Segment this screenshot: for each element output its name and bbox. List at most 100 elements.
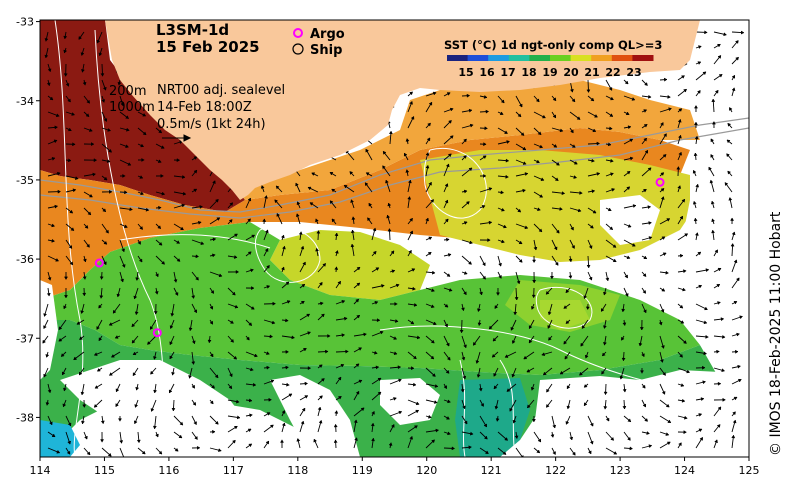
- current-vector-head: [334, 410, 339, 414]
- current-vector-head: [98, 52, 103, 57]
- current-vector-head: [247, 197, 252, 202]
- current-vector-head: [547, 311, 552, 316]
- current-vector-head: [76, 321, 81, 325]
- current-vector-head: [601, 352, 606, 357]
- current-vector-head: [142, 112, 147, 117]
- current-vector-head: [63, 295, 68, 299]
- current-vector-head: [99, 295, 104, 299]
- map-plot-area: [40, 20, 749, 457]
- current-vector-head: [212, 180, 216, 185]
- current-vector-head: [605, 417, 610, 422]
- current-vector-head: [145, 207, 150, 212]
- current-vector-head: [174, 292, 179, 296]
- current-vector-head: [209, 305, 214, 310]
- current-vector-head: [78, 371, 83, 376]
- current-vector-head: [93, 403, 98, 408]
- current-vector-head: [680, 383, 685, 387]
- current-vector-head: [580, 342, 585, 347]
- current-vector-head: [601, 370, 605, 375]
- current-vector-head: [63, 35, 68, 40]
- colorbar-segment: [508, 55, 530, 61]
- current-vector-head: [313, 438, 318, 443]
- current-vector-head: [565, 320, 570, 324]
- current-vector-head: [677, 185, 682, 189]
- current-vector-head: [589, 224, 594, 229]
- map-title-date: 15 Feb 2025: [156, 38, 260, 56]
- current-vector-head: [301, 407, 306, 412]
- x-tick-label: 114: [30, 464, 51, 477]
- current-vector-head: [475, 360, 480, 364]
- current-vector-head: [659, 359, 664, 363]
- current-vector-head: [610, 172, 614, 177]
- current-vector-head: [538, 228, 543, 233]
- current-vector-head: [720, 317, 725, 322]
- current-vector-head: [511, 340, 516, 344]
- current-vector-head: [537, 207, 541, 212]
- current-vector-head: [363, 332, 367, 337]
- current-vector-head: [629, 138, 634, 143]
- current-vector-head: [608, 86, 613, 91]
- current-vector-head: [498, 274, 502, 279]
- current-vector-head: [249, 413, 253, 418]
- current-vector-head: [334, 250, 339, 254]
- current-vector-head: [74, 176, 79, 181]
- current-vector-head: [395, 283, 400, 288]
- current-vector-head: [199, 204, 203, 209]
- sst-colorbar: [447, 55, 654, 61]
- current-vector-head: [160, 173, 164, 178]
- current-vector-head: [117, 418, 122, 422]
- current-vector-head: [394, 319, 399, 323]
- current-vector-head: [526, 368, 531, 373]
- current-vector-head: [514, 297, 519, 301]
- current-vector-head: [678, 108, 683, 112]
- current-vector-head: [430, 199, 435, 203]
- current-vector-head: [120, 278, 124, 283]
- australia-landmass: [105, 20, 700, 200]
- current-vector-head: [612, 244, 617, 248]
- current-vector-head: [415, 409, 420, 414]
- current-vector-head: [137, 240, 141, 245]
- current-vector-head: [737, 364, 741, 369]
- current-vector-head: [641, 353, 645, 358]
- current-vector-head: [70, 227, 75, 231]
- current-vector-head: [677, 118, 682, 123]
- current-vector-head: [571, 98, 576, 103]
- current-vector-head: [480, 403, 484, 407]
- current-vector-head: [318, 419, 323, 424]
- current-vector-head: [583, 383, 588, 388]
- colorbar-tick-label: 17: [500, 66, 515, 79]
- current-vector-head: [234, 304, 239, 309]
- current-vector-head: [103, 118, 108, 122]
- current-vector-head: [642, 309, 647, 314]
- current-vector-head: [266, 412, 271, 416]
- current-vector-head: [491, 353, 496, 358]
- current-vector-head: [86, 451, 91, 456]
- current-vector-head: [266, 285, 271, 289]
- current-vector-head: [188, 327, 193, 332]
- current-vector-head: [648, 444, 653, 449]
- current-vector-head: [504, 130, 508, 134]
- current-vector-head: [409, 435, 414, 440]
- current-vector-head: [129, 207, 133, 212]
- current-vector-head: [716, 424, 721, 428]
- current-vector-head: [658, 321, 663, 326]
- current-vector-head: [174, 447, 179, 452]
- current-vector-head: [136, 439, 141, 444]
- current-vector-head: [462, 155, 467, 159]
- current-vector-head: [296, 201, 301, 206]
- current-vector-head: [483, 435, 488, 440]
- current-vector-head: [666, 218, 671, 222]
- current-vector-head: [569, 436, 574, 441]
- current-vector-head: [228, 219, 233, 223]
- current-vector-head: [105, 229, 109, 234]
- current-vector-head: [693, 217, 698, 222]
- current-vector-head: [426, 137, 431, 142]
- current-vector-head: [63, 73, 68, 77]
- current-vector-head: [358, 347, 362, 351]
- current-vector-head: [218, 273, 223, 278]
- current-vector-head: [663, 77, 668, 82]
- current-vector-head: [411, 268, 416, 272]
- current-vector-head: [80, 310, 85, 314]
- current-vector-head: [102, 208, 107, 213]
- current-vector-head: [460, 307, 465, 312]
